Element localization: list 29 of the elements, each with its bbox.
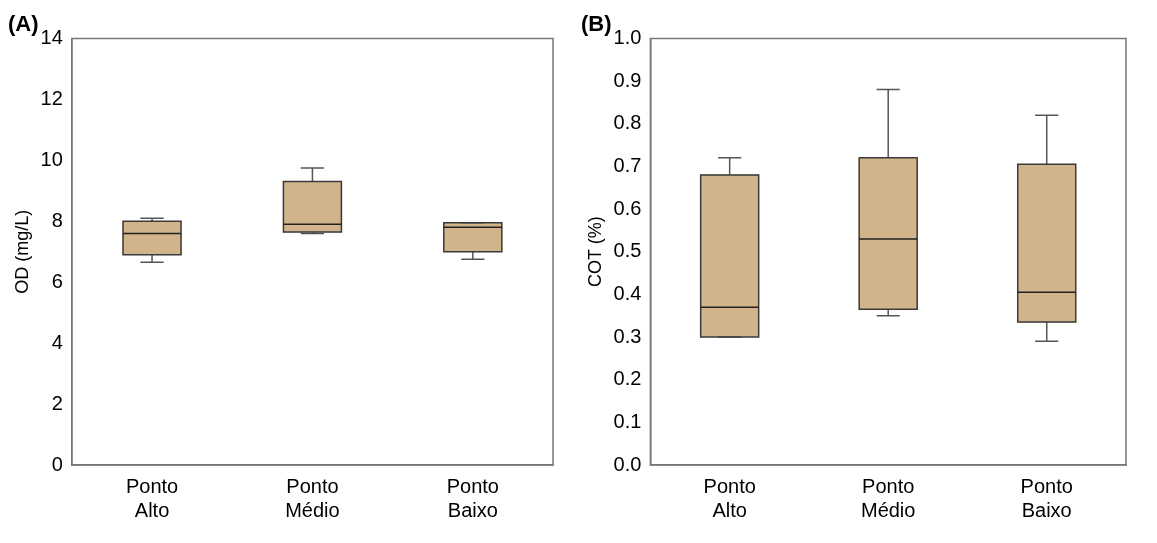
y-tick-label: 0.5 — [613, 239, 642, 262]
chart-title: (B) — [581, 11, 612, 37]
x-tick-label: Ponto Alto — [703, 474, 756, 521]
y-tick-label: 0.9 — [613, 68, 642, 91]
y-axis-title: OD (mg/L) — [11, 209, 32, 294]
y-tick-label: 0.7 — [613, 153, 642, 176]
y-tick-label: 0.0 — [613, 452, 642, 475]
x-tick-label: Ponto Baixo — [1020, 474, 1073, 521]
x-tick-label: Ponto Médio — [285, 474, 340, 521]
y-axis-title: COT (%) — [584, 216, 605, 288]
y-tick-label: 8 — [51, 208, 63, 231]
y-tick-label: 0 — [51, 452, 63, 475]
y-tick-label: 0.6 — [613, 196, 642, 219]
y-tick-label: 0.2 — [613, 367, 642, 390]
y-tick-label: 0.4 — [613, 281, 642, 304]
x-tick-label: Ponto Alto — [125, 474, 179, 521]
y-tick-label: 0.3 — [613, 324, 642, 347]
y-tick-label: 2 — [51, 391, 63, 414]
y-tick-label: 6 — [51, 269, 63, 292]
y-tick-label: 0.8 — [613, 111, 642, 134]
x-tick-label: Ponto Baixo — [446, 474, 499, 521]
y-tick-label: 10 — [40, 147, 63, 170]
y-tick-label: 14 — [40, 25, 63, 48]
y-tick-label: 4 — [51, 330, 63, 353]
y-tick-label: 12 — [40, 86, 63, 109]
x-tick-label: Ponto Médio — [860, 474, 916, 521]
y-tick-label: 0.1 — [613, 409, 642, 432]
y-tick-label: 1.0 — [613, 25, 642, 48]
chart-title: (A) — [8, 11, 39, 37]
